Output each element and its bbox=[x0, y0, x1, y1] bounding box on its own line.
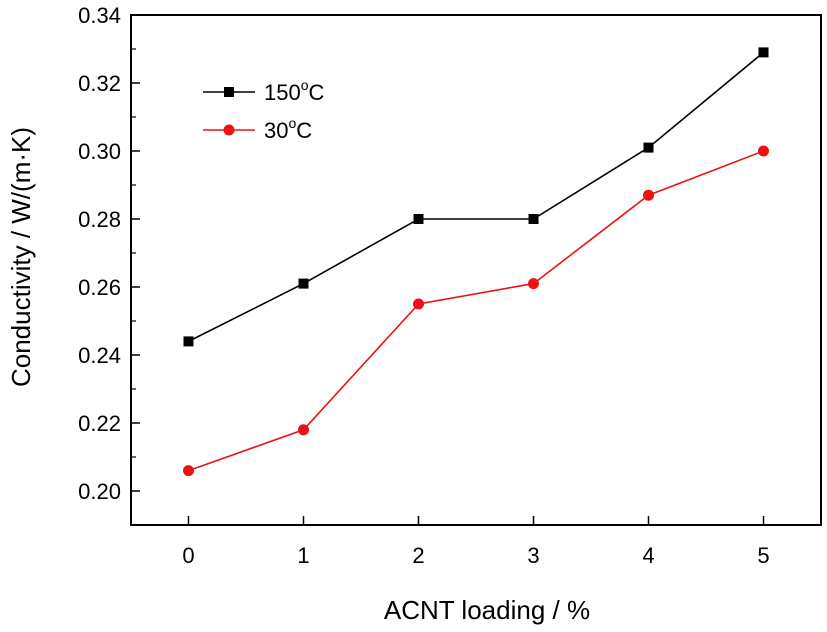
y-tick-label: 0.26 bbox=[78, 275, 121, 300]
y-tick-label: 0.28 bbox=[78, 207, 121, 232]
legend-marker bbox=[224, 87, 234, 97]
y-tick-label: 0.20 bbox=[78, 479, 121, 504]
data-point bbox=[528, 214, 539, 224]
legend-label: 150oC bbox=[264, 77, 325, 105]
x-tick-label: 4 bbox=[642, 543, 654, 568]
series-30C bbox=[183, 145, 769, 477]
y-tick-label: 0.32 bbox=[78, 71, 121, 96]
x-axis-title: ACNT loading / % bbox=[384, 595, 590, 625]
series-line bbox=[188, 51, 765, 343]
y-axis-title: Conductivity / W/(m·K) bbox=[6, 127, 36, 387]
x-tick-label: 1 bbox=[297, 543, 309, 568]
axes: 0.20 0.22 0.24 0.26 0.28 0.30 0.32 0.34 0 1 2 3 4 5 bbox=[78, 3, 822, 568]
legend-label: 30oC bbox=[264, 115, 312, 143]
data-point bbox=[183, 336, 194, 347]
data-point bbox=[298, 278, 309, 289]
x-tick-label: 2 bbox=[412, 543, 424, 568]
legend-item: 30oC bbox=[203, 115, 312, 143]
data-point bbox=[528, 278, 539, 290]
legend-item: 150oC bbox=[203, 77, 325, 105]
legend-marker bbox=[223, 124, 235, 136]
series-line bbox=[188, 150, 764, 472]
legend: 150oC 30oC bbox=[203, 77, 325, 143]
y-tick-label: 0.34 bbox=[78, 3, 121, 28]
data-point bbox=[758, 47, 769, 58]
y-tick-label: 0.30 bbox=[78, 139, 121, 164]
data-point bbox=[413, 214, 424, 224]
data-point bbox=[758, 145, 769, 157]
data-point bbox=[183, 465, 194, 477]
x-tick-label: 0 bbox=[182, 543, 194, 568]
x-tick-label: 3 bbox=[527, 543, 539, 568]
data-point bbox=[298, 424, 309, 436]
data-point bbox=[643, 189, 654, 201]
series-layer bbox=[183, 47, 769, 477]
x-tick-label: 5 bbox=[757, 543, 769, 568]
series-150C bbox=[183, 47, 769, 347]
y-tick-label: 0.22 bbox=[78, 411, 121, 436]
data-point bbox=[643, 142, 654, 153]
data-point bbox=[413, 298, 424, 310]
plot-frame bbox=[130, 14, 822, 526]
y-tick-label: 0.24 bbox=[78, 343, 121, 368]
